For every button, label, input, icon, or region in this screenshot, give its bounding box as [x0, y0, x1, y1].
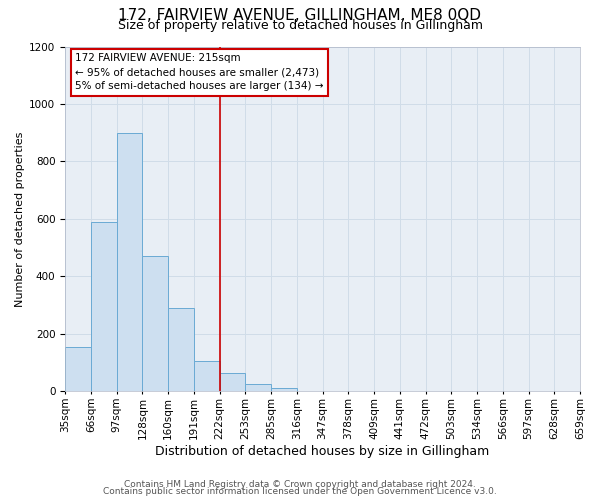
- Bar: [116, 132, 142, 392]
- Text: Contains HM Land Registry data © Crown copyright and database right 2024.: Contains HM Land Registry data © Crown c…: [124, 480, 476, 489]
- Bar: [168, 308, 194, 392]
- Text: Size of property relative to detached houses in Gillingham: Size of property relative to detached ho…: [118, 18, 482, 32]
- Bar: [245, 384, 271, 392]
- Text: 172 FAIRVIEW AVENUE: 215sqm
← 95% of detached houses are smaller (2,473)
5% of s: 172 FAIRVIEW AVENUE: 215sqm ← 95% of det…: [76, 54, 324, 92]
- Bar: [220, 372, 245, 392]
- Bar: [194, 360, 220, 392]
- Bar: [91, 222, 116, 392]
- Bar: [142, 256, 168, 392]
- Bar: [65, 346, 91, 392]
- Y-axis label: Number of detached properties: Number of detached properties: [15, 131, 25, 306]
- X-axis label: Distribution of detached houses by size in Gillingham: Distribution of detached houses by size …: [155, 444, 490, 458]
- Text: Contains public sector information licensed under the Open Government Licence v3: Contains public sector information licen…: [103, 487, 497, 496]
- Text: 172, FAIRVIEW AVENUE, GILLINGHAM, ME8 0QD: 172, FAIRVIEW AVENUE, GILLINGHAM, ME8 0Q…: [119, 8, 482, 22]
- Bar: [271, 388, 297, 392]
